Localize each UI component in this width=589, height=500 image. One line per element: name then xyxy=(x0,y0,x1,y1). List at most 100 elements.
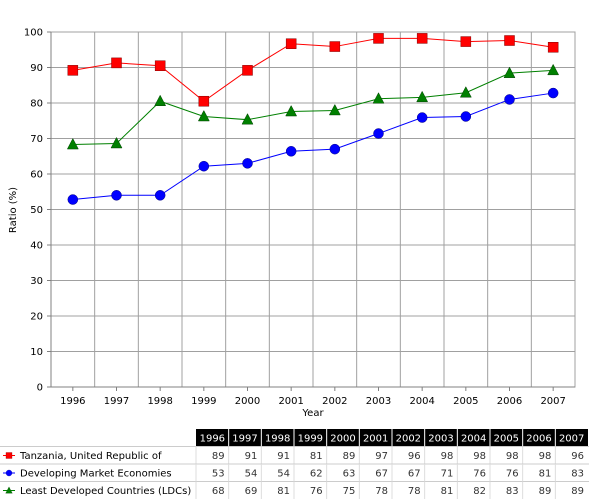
y-tick-label: 80 xyxy=(30,99,43,110)
table-cell: 81 xyxy=(539,469,552,480)
series-marker xyxy=(66,137,79,150)
table-cell: 54 xyxy=(245,469,258,480)
y-tick-labels: 0 10 20 30 40 50 60 70 80 90 100 xyxy=(24,28,43,394)
series-marker xyxy=(241,113,254,125)
table-cell: 98 xyxy=(539,451,552,462)
table-header-cell: 2006 xyxy=(526,434,551,445)
y-tick-label: 70 xyxy=(30,134,43,145)
x-tick-label: 2005 xyxy=(453,396,478,407)
table-cell: 62 xyxy=(310,469,323,480)
series-marker xyxy=(154,94,167,106)
table-cell: 98 xyxy=(473,451,486,462)
table-cell: 78 xyxy=(408,486,421,497)
table-cell: 81 xyxy=(441,486,454,497)
x-tick-label: 1997 xyxy=(104,396,129,407)
y-tick-label: 60 xyxy=(30,170,43,181)
table-cell: 98 xyxy=(506,451,519,462)
x-tick-label: 2004 xyxy=(409,396,434,407)
series-marker xyxy=(504,94,515,105)
series-marker xyxy=(198,160,210,172)
table-header-cell: 1997 xyxy=(232,434,257,445)
x-tick-label: 2003 xyxy=(366,396,391,407)
table-cell: 83 xyxy=(506,486,519,497)
x-tick-label: 1996 xyxy=(60,396,85,407)
series-line xyxy=(72,69,554,146)
series-marker xyxy=(285,146,297,157)
series-marker xyxy=(503,66,516,78)
y-tick-label: 90 xyxy=(30,63,43,74)
x-tick-label: 2007 xyxy=(540,396,565,407)
table-header-cell: 1999 xyxy=(298,434,323,445)
table-header-cell: 2005 xyxy=(494,434,519,445)
series-marker xyxy=(154,60,166,71)
series-marker xyxy=(111,190,122,201)
table-cell: 89 xyxy=(539,486,552,497)
legend-label: Tanzania, United Republic of xyxy=(19,451,162,462)
series-marker xyxy=(154,190,166,201)
y-tick-label: 20 xyxy=(30,312,43,323)
legend-swatch-marker xyxy=(5,486,13,494)
series-group xyxy=(66,63,560,150)
series-marker xyxy=(460,36,472,47)
table-cell: 54 xyxy=(277,469,290,480)
series-marker xyxy=(504,35,515,46)
table-cell: 76 xyxy=(310,486,323,497)
series-line xyxy=(72,92,554,201)
table-cell: 96 xyxy=(408,451,421,462)
series-marker xyxy=(285,104,298,117)
series-marker xyxy=(373,33,384,44)
x-tick-label: 2000 xyxy=(235,396,260,407)
series-lines xyxy=(66,33,560,205)
series-marker xyxy=(547,87,559,99)
table-header-cell: 2000 xyxy=(330,434,355,445)
table-header-cell: 2001 xyxy=(363,434,388,445)
y-tick-label: 10 xyxy=(30,347,43,358)
table-cell: 83 xyxy=(571,469,584,480)
table-cell: 67 xyxy=(408,469,421,480)
table-cell: 63 xyxy=(343,469,356,480)
y-tick-label: 0 xyxy=(37,383,43,394)
y-tick-label: 30 xyxy=(30,276,43,287)
table-cell: 69 xyxy=(245,486,258,497)
x-tick-label: 1998 xyxy=(147,396,172,407)
series-marker xyxy=(197,109,210,122)
series-marker xyxy=(198,95,210,107)
table-header-cell: 1996 xyxy=(200,434,225,445)
table-cell: 71 xyxy=(441,469,454,480)
series-marker xyxy=(416,112,428,123)
table-header-cell: 2004 xyxy=(461,434,486,445)
table-cell: 97 xyxy=(375,451,388,462)
table-cell: 89 xyxy=(212,451,225,462)
series-line xyxy=(72,37,554,102)
table-cell: 91 xyxy=(277,451,290,462)
table-cell: 98 xyxy=(441,451,454,462)
data-table: 1996 1997 1998 1999 2000 2001 2002 2003 2004 2005… xyxy=(0,429,589,499)
series-marker xyxy=(67,65,79,76)
y-axis-title: Ratio (%) xyxy=(8,187,19,233)
series-marker xyxy=(460,111,472,122)
table-cell: 91 xyxy=(245,451,258,462)
table-cell: 76 xyxy=(506,469,519,480)
table-cell: 89 xyxy=(343,451,356,462)
x-tick-label: 2006 xyxy=(497,396,522,407)
table-cell: 89 xyxy=(571,486,584,497)
y-tick-label: 50 xyxy=(30,205,43,216)
table-cell: 82 xyxy=(473,486,486,497)
table-cell: 78 xyxy=(375,486,388,497)
table-cell: 68 xyxy=(212,486,225,497)
table-cell: 81 xyxy=(310,451,323,462)
table-header-cell: 2003 xyxy=(428,434,453,445)
y-tick-label: 40 xyxy=(30,241,43,252)
series-marker xyxy=(547,63,560,76)
legend-label: Least Developed Countries (LDCs) xyxy=(20,486,191,497)
series-marker xyxy=(416,33,428,44)
x-tick-label: 2002 xyxy=(322,396,347,407)
series-marker xyxy=(242,158,253,169)
legend-swatch-marker xyxy=(5,469,13,477)
series-marker xyxy=(372,92,385,104)
y-tick-label: 100 xyxy=(24,28,43,39)
legend-swatch-marker xyxy=(5,452,13,459)
series-marker xyxy=(416,90,429,103)
